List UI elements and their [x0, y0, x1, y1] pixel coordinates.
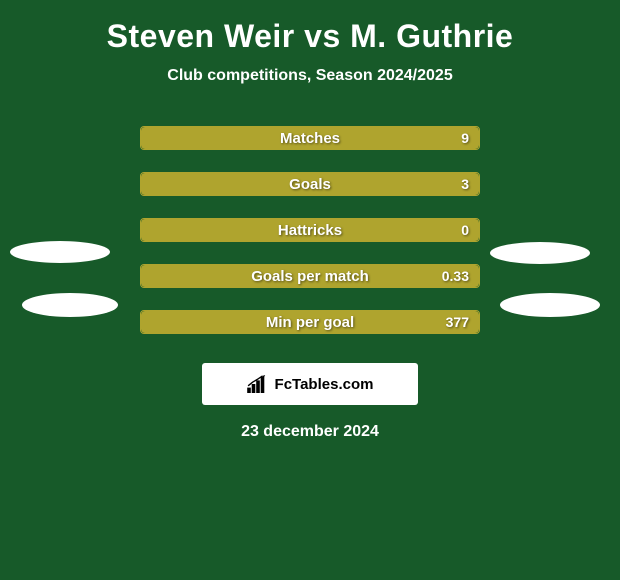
- subtitle: Club competitions, Season 2024/2025: [0, 67, 620, 85]
- main-container: Steven Weir vs M. Guthrie Club competiti…: [0, 0, 620, 451]
- stat-value: 9: [461, 127, 469, 149]
- stat-bar: Matches 9: [140, 126, 480, 150]
- stat-value: 377: [446, 311, 469, 333]
- stats-area: Matches 9 Goals 3 Hattricks 0 Goals per …: [0, 115, 620, 345]
- stat-value: 0: [461, 219, 469, 241]
- footer-logo[interactable]: FcTables.com: [202, 363, 418, 405]
- stat-bar: Min per goal 377: [140, 310, 480, 334]
- page-title: Steven Weir vs M. Guthrie: [0, 18, 620, 55]
- stat-value: 3: [461, 173, 469, 195]
- stat-bar: Hattricks 0: [140, 218, 480, 242]
- decorative-ellipse-left-2: [22, 293, 118, 317]
- stat-row: Goals 3: [10, 161, 610, 207]
- stat-row: Matches 9: [10, 115, 610, 161]
- stat-label: Min per goal: [141, 311, 479, 333]
- stat-bar: Goals per match 0.33: [140, 264, 480, 288]
- footer-date: 23 december 2024: [0, 423, 620, 441]
- footer-brand-text: FcTables.com: [275, 376, 374, 393]
- stat-label: Hattricks: [141, 219, 479, 241]
- stat-label: Matches: [141, 127, 479, 149]
- stat-value: 0.33: [442, 265, 469, 287]
- stat-bar: Goals 3: [140, 172, 480, 196]
- stat-label: Goals per match: [141, 265, 479, 287]
- stat-label: Goals: [141, 173, 479, 195]
- decorative-ellipse-left-1: [10, 241, 110, 263]
- decorative-ellipse-right-2: [500, 293, 600, 317]
- decorative-ellipse-right-1: [490, 242, 590, 264]
- bar-chart-icon: [247, 375, 269, 393]
